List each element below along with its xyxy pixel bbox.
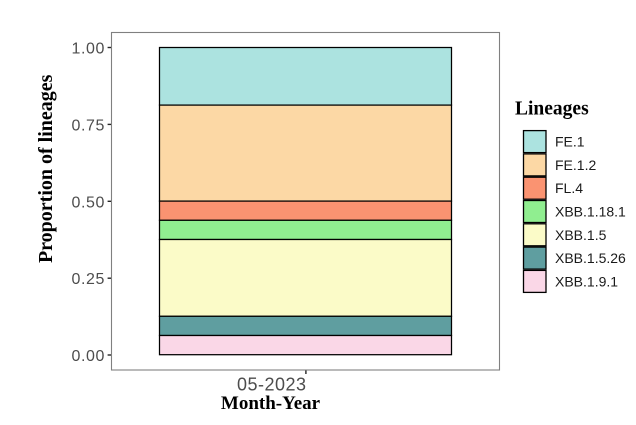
svg-text:FL.4: FL.4 <box>555 180 583 196</box>
svg-text:Month-Year: Month-Year <box>221 393 321 414</box>
svg-text:XBB.1.18.1: XBB.1.18.1 <box>555 204 626 220</box>
svg-text:XBB.1.5: XBB.1.5 <box>555 227 607 243</box>
svg-text:Proportion of lineages: Proportion of lineages <box>35 74 57 263</box>
svg-text:FE.1.2: FE.1.2 <box>555 157 596 173</box>
svg-text:0.50: 0.50 <box>71 194 105 211</box>
svg-text:FE.1: FE.1 <box>555 134 585 150</box>
svg-text:1.00: 1.00 <box>71 41 105 58</box>
svg-text:0.00: 0.00 <box>71 348 105 365</box>
svg-text:0.75: 0.75 <box>71 117 105 134</box>
svg-text:Lineages: Lineages <box>515 99 589 120</box>
svg-text:05-2023: 05-2023 <box>237 375 307 395</box>
svg-text:XBB.1.9.1: XBB.1.9.1 <box>555 273 618 289</box>
svg-text:0.25: 0.25 <box>71 271 105 288</box>
svg-text:XBB.1.5.26: XBB.1.5.26 <box>555 250 626 266</box>
